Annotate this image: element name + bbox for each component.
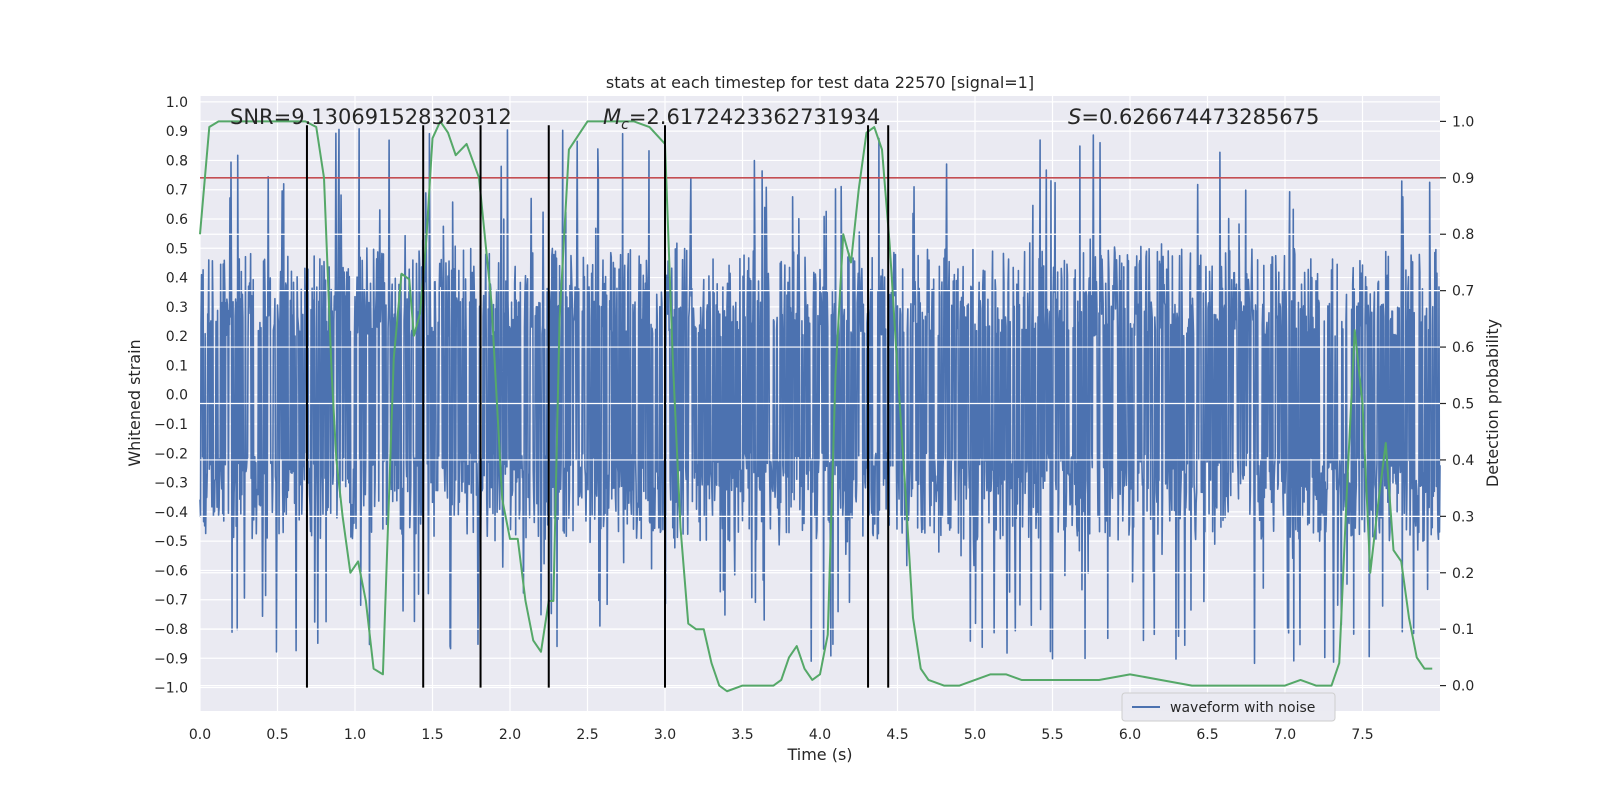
y2-tick-label: 0.2 [1452, 566, 1474, 582]
y2-tick-label: 0.6 [1452, 340, 1474, 356]
mc-symbol: M [603, 105, 621, 129]
x-tick-label: 5.5 [1041, 727, 1063, 743]
y-tick-label: 0.8 [166, 153, 188, 169]
y-tick-label: −0.5 [154, 534, 188, 550]
y-tick-label: 0.6 [166, 212, 188, 228]
vertical-lines [305, 125, 890, 688]
x-axis-title: Time (s) [786, 745, 852, 764]
probability-series [199, 120, 1440, 693]
ticks: 0.0 0.5 1.0 1.5 2.0 2.5 3.0 3.5 4.0 4.5 5.0 5.5 6.0 6… [154, 95, 1474, 743]
probability-line [199, 120, 1433, 693]
y-tick-label: −0.6 [154, 563, 188, 579]
waveform-series [199, 128, 1441, 665]
x-tick-label: 7.0 [1274, 727, 1296, 743]
y-tick-label: −0.8 [154, 622, 188, 638]
legend: waveform with noise [1121, 692, 1336, 722]
x-tick-label: 0.5 [266, 727, 288, 743]
y-tick-label: −0.1 [154, 417, 188, 433]
y2-tick-label: 0.9 [1452, 171, 1474, 187]
waveform-line [199, 128, 1441, 665]
x-tick-label: 2.0 [499, 727, 521, 743]
x-tick-label: 6.5 [1196, 727, 1218, 743]
y2-tick-label: 0.8 [1452, 227, 1474, 243]
x-tick-label: 7.5 [1351, 727, 1373, 743]
y-tick-label: 0.9 [166, 124, 188, 140]
y-tick-label: −0.2 [154, 446, 188, 462]
x-tick-label: 6.0 [1119, 727, 1141, 743]
y-axis-title: Whitened strain [125, 339, 144, 466]
x-tick-label: 5.0 [964, 727, 986, 743]
x-tick-label: 4.0 [809, 727, 831, 743]
x-tick-label: 0.0 [189, 727, 211, 743]
y-tick-label: −1.0 [154, 681, 188, 697]
y2-tick-label: 0.4 [1452, 453, 1474, 469]
y-tick-label: −0.7 [154, 593, 188, 609]
y-tick-label: 0.2 [166, 329, 188, 345]
x-tick-label: 2.5 [576, 727, 598, 743]
y-tick-label: −0.4 [154, 505, 188, 521]
y-tick-label: 0.7 [166, 183, 188, 199]
y-tick-label: 0.1 [166, 358, 188, 374]
y-tick-label: 0.0 [166, 388, 188, 404]
y-tick-label: 0.4 [166, 271, 188, 287]
y2-tick-label: 0.3 [1452, 509, 1474, 525]
y2-tick-label: 0.1 [1452, 622, 1474, 638]
y-tick-label: 0.5 [166, 241, 188, 257]
x-tick-label: 3.5 [731, 727, 753, 743]
x-tick-label: 1.0 [344, 727, 366, 743]
s-symbol: S [1068, 105, 1081, 129]
s-value: =0.626674473285675 [1081, 105, 1319, 129]
chart-title: stats at each timestep for test data 225… [606, 73, 1034, 92]
y2-tick-label: 1.0 [1452, 114, 1474, 130]
legend-label: waveform with noise [1170, 700, 1315, 716]
snr-annotation: SNR=9.130691528320312 [230, 105, 512, 129]
y-tick-label: 0.3 [166, 300, 188, 316]
y2-tick-label: 0.7 [1452, 284, 1474, 300]
y-tick-label: −0.3 [154, 476, 188, 492]
x-tick-label: 3.0 [654, 727, 676, 743]
y-tick-label: −0.9 [154, 651, 188, 667]
s-annotation: S=0.626674473285675 [1068, 105, 1319, 129]
x-tick-label: 1.5 [421, 727, 443, 743]
legend-box [1121, 692, 1336, 722]
y2-axis-title: Detection probability [1483, 319, 1502, 487]
mc-annotation: Mc=2.6172423362731934 [603, 105, 880, 133]
y2-tick-label: 0.0 [1452, 679, 1474, 695]
mc-subscript: c [621, 117, 629, 133]
y-tick-label: 1.0 [166, 95, 188, 111]
y2-tick-label: 0.5 [1452, 397, 1474, 413]
x-tick-label: 4.5 [886, 727, 908, 743]
mc-value: =2.6172423362731934 [629, 105, 880, 129]
